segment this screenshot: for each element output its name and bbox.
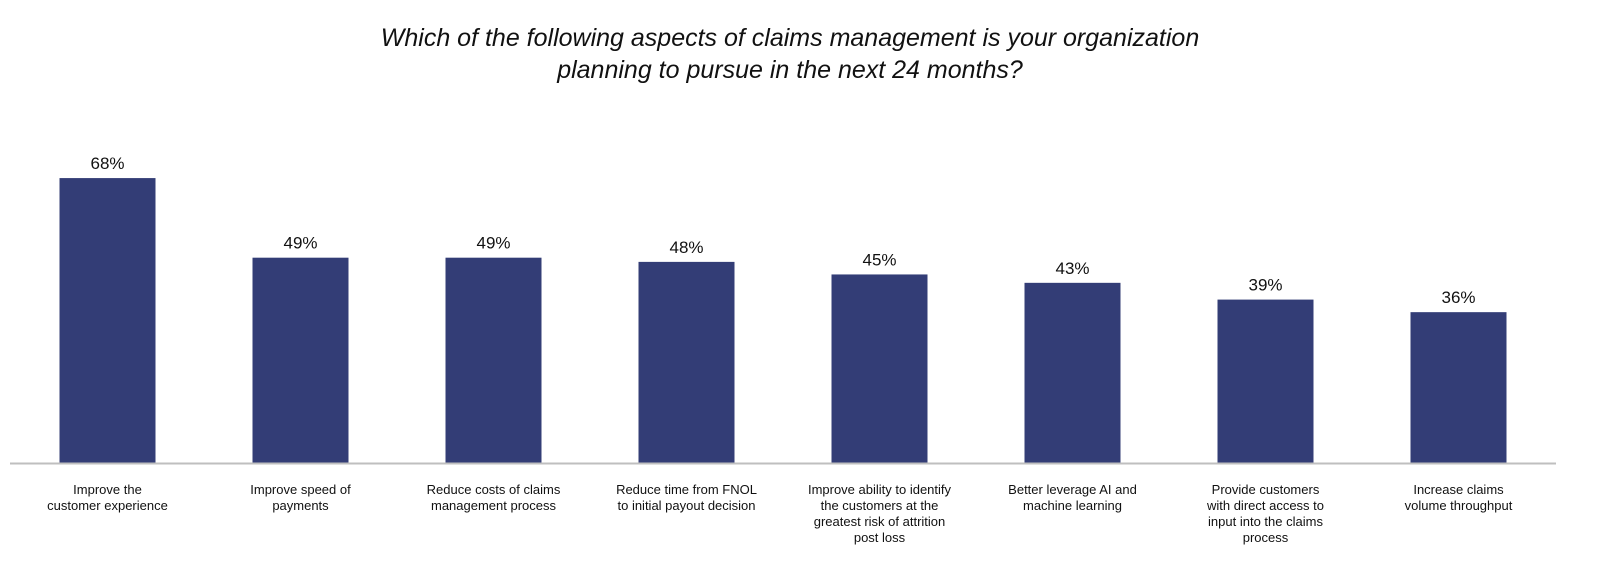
category-label-line: Improve speed of [250,482,351,497]
category-label-line: input into the claims [1208,514,1323,529]
category-label-line: the customers at the [820,498,939,513]
category-label-line: greatest risk of attrition [813,514,946,529]
chart-title-line-1: Which of the following aspects of claims… [380,24,1200,52]
category-label: Improve ability to identify the customers… [790,482,970,546]
bar [1410,312,1507,463]
category-label: Reduce costs of claims management process [404,482,584,514]
category-label-line: process [1242,530,1289,545]
bar [638,261,735,463]
data-label: 45% [862,250,896,269]
category-label: Provide customers with direct access to in… [1176,482,1356,546]
data-label: 68% [90,154,124,173]
category-label-line: volume throughput [1404,498,1513,513]
category-label-line: Improve ability to identify [807,482,952,497]
category-label-line: Increase claims [1413,482,1504,497]
chart-title: Which of the following aspects of claims… [0,22,1580,86]
category-label-line: Better leverage AI and [1008,482,1137,497]
category-label-line: payments [272,498,329,513]
data-label: 43% [1055,259,1089,278]
data-label: 39% [1248,276,1282,295]
data-label: 49% [476,234,510,253]
category-label-line: with direct access to [1206,498,1325,513]
category-label-line: post loss [853,530,906,545]
data-label: 49% [283,234,317,253]
bar [1217,299,1314,463]
category-label-line: machine learning [1022,498,1122,513]
category-label: Better leverage AI and machine learning [983,482,1163,514]
bar [252,257,349,463]
category-label-line: Reduce time from FNOL [616,482,757,497]
category-label: Improve speed of payments [211,482,391,514]
category-label-line: Provide customers [1211,482,1320,497]
bar [59,178,156,463]
category-label: Improve the customer experience [18,482,198,514]
category-label-line: customer experience [47,498,168,513]
category-label: Reduce time from FNOL to initial payout d… [597,482,777,514]
category-label-line: management process [430,498,556,513]
category-label-line: Reduce costs of claims [426,482,561,497]
bar [831,274,928,463]
chart-title-line-2: planning to pursue in the next 24 months… [557,56,1023,84]
data-label: 48% [669,238,703,257]
category-label: Increase claims volume throughput [1369,482,1549,514]
bar [1024,282,1121,463]
data-label: 36% [1441,288,1475,307]
category-label-line: to initial payout decision [617,498,756,513]
bar [445,257,542,463]
category-label-line: Improve the [73,482,142,497]
